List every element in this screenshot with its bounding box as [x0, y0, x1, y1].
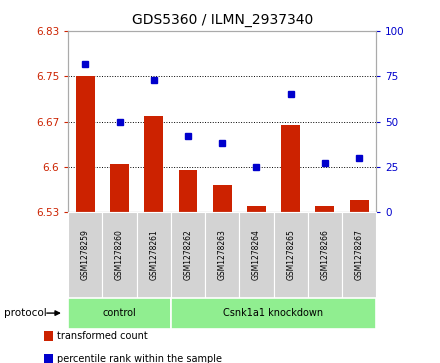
- Text: GSM1278267: GSM1278267: [355, 229, 363, 281]
- Text: percentile rank within the sample: percentile rank within the sample: [57, 354, 222, 363]
- Bar: [315, 206, 334, 212]
- Bar: [350, 200, 369, 212]
- Text: GSM1278261: GSM1278261: [149, 230, 158, 280]
- Text: GSM1278263: GSM1278263: [218, 229, 227, 281]
- Text: GSM1278259: GSM1278259: [81, 229, 90, 281]
- Text: transformed count: transformed count: [57, 331, 148, 341]
- Text: protocol: protocol: [4, 308, 47, 318]
- Title: GDS5360 / ILMN_2937340: GDS5360 / ILMN_2937340: [132, 13, 313, 27]
- Bar: [213, 185, 231, 212]
- Text: Csnk1a1 knockdown: Csnk1a1 knockdown: [224, 308, 323, 318]
- Text: GSM1278265: GSM1278265: [286, 229, 295, 281]
- Text: control: control: [103, 308, 136, 318]
- Text: GSM1278266: GSM1278266: [320, 229, 330, 281]
- Text: GSM1278260: GSM1278260: [115, 229, 124, 281]
- Bar: [110, 164, 129, 212]
- Bar: [76, 76, 95, 212]
- Bar: [179, 170, 198, 212]
- Text: GSM1278262: GSM1278262: [183, 230, 192, 280]
- Text: GSM1278264: GSM1278264: [252, 229, 261, 281]
- Bar: [281, 125, 300, 212]
- Bar: [144, 115, 163, 212]
- Bar: [247, 206, 266, 212]
